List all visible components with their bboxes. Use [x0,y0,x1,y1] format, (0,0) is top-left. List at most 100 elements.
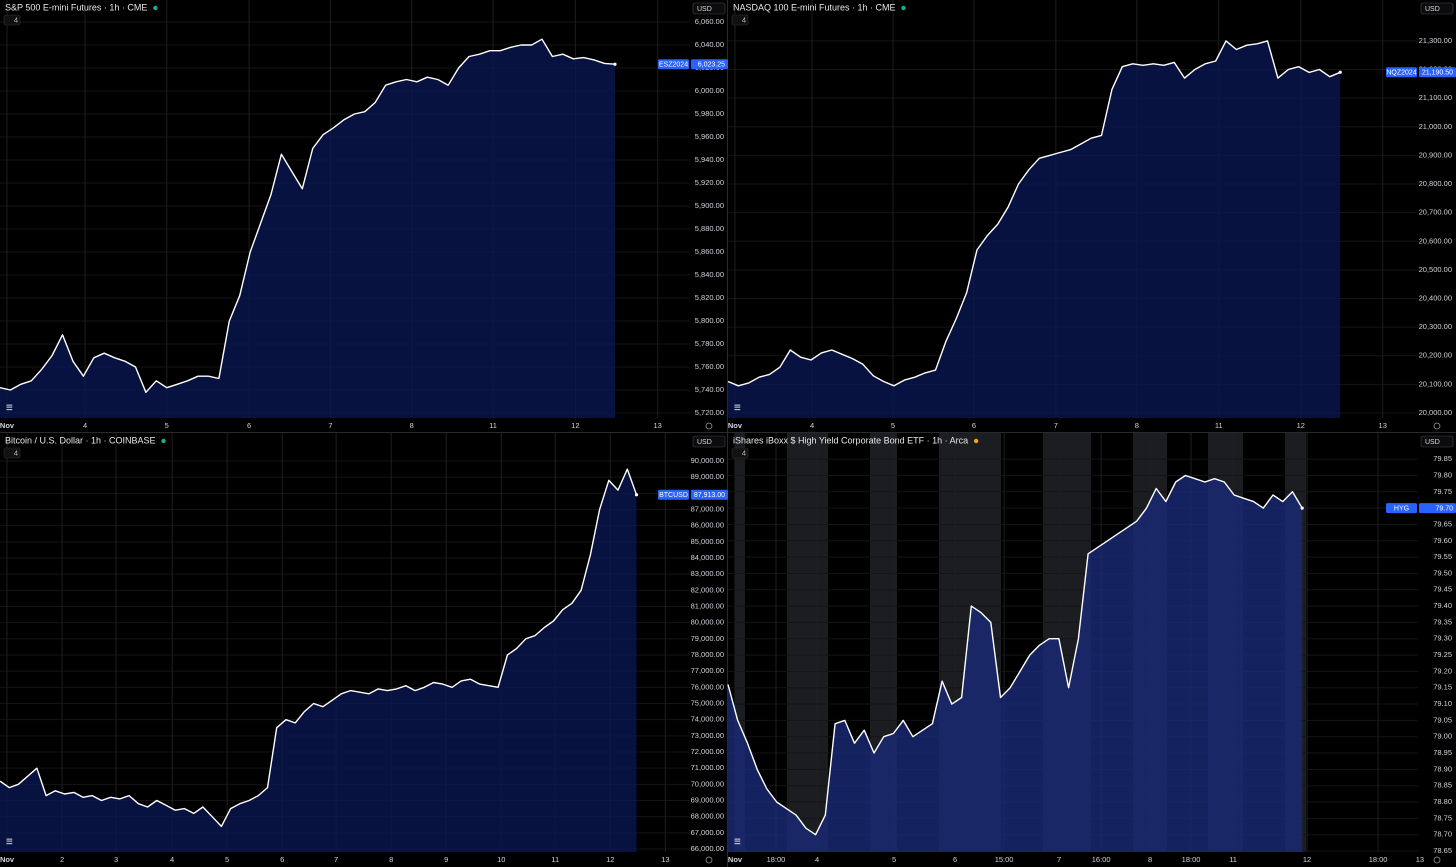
last-price-label: 87,913.00 [694,492,725,499]
x-tick-label: 4 [170,855,174,864]
last-point [1338,70,1342,74]
x-tick-label: 16:00 [1092,855,1111,864]
y-tick-label: 78.75 [1433,813,1452,822]
y-tick-label: 79.65 [1433,519,1452,528]
x-tick-label: 12 [571,421,579,430]
y-tick-label: 5,860.00 [695,247,724,256]
y-tick-label: 70,000.00 [691,779,724,788]
currency-button[interactable] [1420,2,1454,15]
y-tick-label: 78.70 [1433,830,1452,839]
symbol-label: NQZ2024 [1386,70,1416,77]
x-tick-label: 5 [891,421,895,430]
x-tick-label: 7 [1057,855,1061,864]
symbol-label: HYG [1394,505,1409,512]
chart-panel: 5,720.00 5,740.00 5,760.00 5,780.00 5,800.00… [0,0,728,430]
y-tick-label: 78.80 [1433,797,1452,806]
y-tick-label: 6,000.00 [695,86,724,95]
chart-title: iShares iBoxx $ High Yield Corporate Bon… [733,435,968,445]
y-tick-label: 5,720.00 [695,408,724,417]
y-tick-label: 77,000.00 [691,666,724,675]
y-tick-label: 78.90 [1433,764,1452,773]
currency-button[interactable] [692,2,726,15]
currency-label[interactable]: USD [1425,6,1440,13]
y-tick-label: 67,000.00 [691,828,724,837]
y-tick-label: 89,000.00 [691,472,724,481]
area-fill [0,469,637,852]
y-tick-label: 79.85 [1433,454,1452,463]
y-tick-label: 79.40 [1433,601,1452,610]
y-tick-label: 5,840.00 [695,270,724,279]
y-tick-label: 5,920.00 [695,178,724,187]
y-tick-label: 5,980.00 [695,109,724,118]
y-tick-label: 79.30 [1433,634,1452,643]
currency-label[interactable]: USD [1425,439,1440,446]
x-tick-label: 6 [972,421,976,430]
y-tick-label: 66,000.00 [691,844,724,853]
y-tick-label: 5,740.00 [695,385,724,394]
y-tick-label: 87,000.00 [691,504,724,513]
y-tick-label: 20,700.00 [1419,208,1452,217]
y-tick-label: 76,000.00 [691,682,724,691]
price-line [0,468,638,828]
symbol-tag [658,489,689,500]
y-tick-label: 78.85 [1433,781,1452,790]
y-tick-label: 84,000.00 [691,553,724,562]
chart-title: NASDAQ 100 E-mini Futures · 1h · CME [733,2,896,12]
y-tick-label: 20,600.00 [1419,236,1452,245]
currency-label[interactable]: USD [697,6,712,13]
status-dot [901,5,906,11]
y-tick-label: 5,760.00 [695,362,724,371]
x-tick-label: 4 [815,855,819,864]
status-dot [161,438,166,444]
y-tick-label: 5,780.00 [695,339,724,348]
currency-button[interactable] [692,435,726,448]
x-tick-label: 18:00 [1182,855,1201,864]
y-tick-label: 69,000.00 [691,795,724,804]
logo: ☰ [6,403,13,412]
x-tick-label: 8 [1135,421,1139,430]
price-line [727,40,1341,387]
y-tick-label: 20,300.00 [1419,322,1452,331]
settings-icon [705,856,713,864]
x-tick-label: Nov [728,855,743,864]
y-tick-label: 20,400.00 [1419,293,1452,302]
x-tick-label: Nov [0,855,15,864]
x-tick-label: 13 [661,855,669,864]
x-tick-label: 8 [389,855,393,864]
indicator-count: 4 [14,448,18,457]
y-tick-label: 80,000.00 [691,618,724,627]
y-tick-label: 73,000.00 [691,731,724,740]
y-tick-label: 5,800.00 [695,316,724,325]
y-tick-label: 72,000.00 [691,747,724,756]
logo: ☰ [734,837,741,846]
x-tick-label: Nov [728,421,743,430]
y-tick-label: 20,000.00 [1419,408,1452,417]
x-tick-label: 11 [551,855,559,864]
x-tick-label: 9 [444,855,448,864]
y-tick-label: 78,000.00 [691,650,724,659]
y-tick-label: 20,800.00 [1419,179,1452,188]
y-tick-label: 20,200.00 [1419,351,1452,360]
symbol-tag [658,59,689,70]
price-tag [691,59,728,70]
x-tick-label: 12 [1303,855,1311,864]
currency-label[interactable]: USD [697,439,712,446]
y-tick-label: 75,000.00 [691,698,724,707]
x-tick-label: 13 [1379,421,1387,430]
x-tick-label: 5 [165,421,169,430]
settings-icon [705,422,713,430]
indicator-badge [3,14,21,26]
y-tick-label: 79.20 [1433,666,1452,675]
price-line [727,474,1303,836]
x-tick-label: 6 [280,855,284,864]
x-tick-label: 6 [247,421,251,430]
price-line [0,38,616,393]
y-tick-label: 83,000.00 [691,569,724,578]
price-tag [1419,67,1456,78]
indicator-badge [3,447,21,459]
y-tick-label: 79,000.00 [691,634,724,643]
currency-button[interactable] [1420,435,1454,448]
y-tick-label: 5,940.00 [695,155,724,164]
y-tick-label: 5,820.00 [695,293,724,302]
